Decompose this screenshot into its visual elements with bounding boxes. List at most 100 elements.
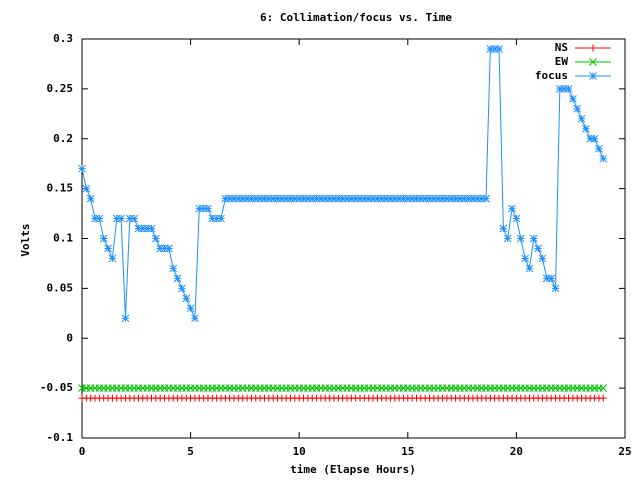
- data-point: [512, 214, 521, 223]
- data-point: [503, 234, 512, 243]
- data-point: [599, 384, 608, 392]
- data-point: [112, 214, 121, 223]
- y-axis-label: Volts: [19, 223, 32, 256]
- data-point: [369, 194, 377, 203]
- data-point: [273, 194, 282, 203]
- data-point: [108, 254, 117, 263]
- data-point: [464, 194, 473, 203]
- data-point: [390, 194, 399, 203]
- data-point: [99, 234, 108, 243]
- data-point: [412, 194, 421, 203]
- data-point: [269, 194, 277, 203]
- data-point: [434, 194, 443, 203]
- data-point: [195, 204, 204, 213]
- data-point: [343, 194, 351, 203]
- data-point: [221, 194, 230, 203]
- data-point: [304, 194, 312, 203]
- data-point: [408, 194, 416, 203]
- x-tick-label: 20: [510, 445, 523, 458]
- y-tick-label: -0.05: [40, 381, 73, 394]
- data-point: [382, 194, 390, 203]
- data-point: [238, 194, 247, 203]
- data-point: [117, 214, 125, 223]
- y-tick-label: 0.2: [53, 132, 73, 145]
- data-point: [138, 224, 147, 233]
- data-point: [573, 104, 582, 113]
- data-point: [182, 294, 191, 303]
- data-point: [521, 254, 529, 263]
- data-point: [247, 194, 256, 203]
- data-point: [260, 194, 269, 203]
- data-point: [251, 194, 260, 203]
- data-point: [482, 194, 490, 203]
- x-tick-label: 10: [293, 445, 306, 458]
- data-point: [125, 214, 134, 223]
- y-tick-label: 0.15: [47, 182, 74, 195]
- data-point: [538, 254, 547, 263]
- data-point: [590, 134, 599, 143]
- data-point: [551, 284, 560, 293]
- data-point: [225, 194, 234, 203]
- data-point: [438, 194, 447, 203]
- data-point: [447, 194, 456, 203]
- data-point: [473, 194, 482, 203]
- data-point: [151, 234, 160, 243]
- data-point: [425, 194, 434, 203]
- data-point: [351, 194, 360, 203]
- data-point: [599, 154, 608, 163]
- y-tick-label: 0: [66, 331, 73, 344]
- data-point: [582, 124, 590, 133]
- data-point: [586, 134, 595, 143]
- data-point: [282, 194, 291, 203]
- data-point: [490, 45, 499, 53]
- data-point: [147, 224, 156, 233]
- data-point: [165, 244, 173, 253]
- data-point: [373, 194, 382, 203]
- x-axis-label: time (Elapse Hours): [290, 463, 416, 476]
- data-point: [569, 94, 577, 103]
- data-point: [595, 144, 603, 153]
- data-point: [143, 224, 152, 233]
- data-point: [451, 194, 460, 203]
- data-point: [173, 274, 182, 283]
- x-tick-label: 25: [618, 445, 631, 458]
- data-point: [430, 194, 438, 203]
- data-point: [121, 314, 130, 323]
- y-tick-label: 0.1: [53, 232, 73, 245]
- data-point: [364, 194, 373, 203]
- data-point: [456, 194, 464, 203]
- data-point: [486, 45, 495, 53]
- data-point: [421, 194, 430, 203]
- legend-label: focus: [535, 69, 568, 82]
- data-point: [338, 194, 347, 203]
- data-point: [134, 224, 143, 233]
- data-point: [264, 194, 273, 203]
- data-point: [78, 164, 86, 173]
- data-point: [199, 204, 208, 213]
- data-point: [416, 194, 425, 203]
- data-point: [91, 214, 99, 223]
- data-point: [577, 114, 586, 123]
- data-point: [399, 194, 408, 203]
- data-point: [178, 284, 186, 293]
- data-point: [386, 194, 395, 203]
- data-point: [169, 264, 178, 273]
- data-point: [443, 194, 451, 203]
- data-point: [525, 264, 534, 273]
- data-point: [395, 194, 403, 203]
- data-point: [130, 214, 138, 223]
- data-point: [469, 194, 477, 203]
- data-point: [191, 314, 199, 323]
- legend-label: NS: [555, 41, 568, 54]
- data-point: [186, 304, 195, 313]
- legend-marker: [589, 58, 597, 66]
- legend-marker: [589, 44, 597, 52]
- data-point: [286, 194, 295, 203]
- data-point: [499, 224, 508, 233]
- data-point: [377, 194, 386, 203]
- data-point: [325, 194, 334, 203]
- data-point: [403, 194, 412, 203]
- data-point: [534, 244, 542, 253]
- data-point: [547, 274, 556, 283]
